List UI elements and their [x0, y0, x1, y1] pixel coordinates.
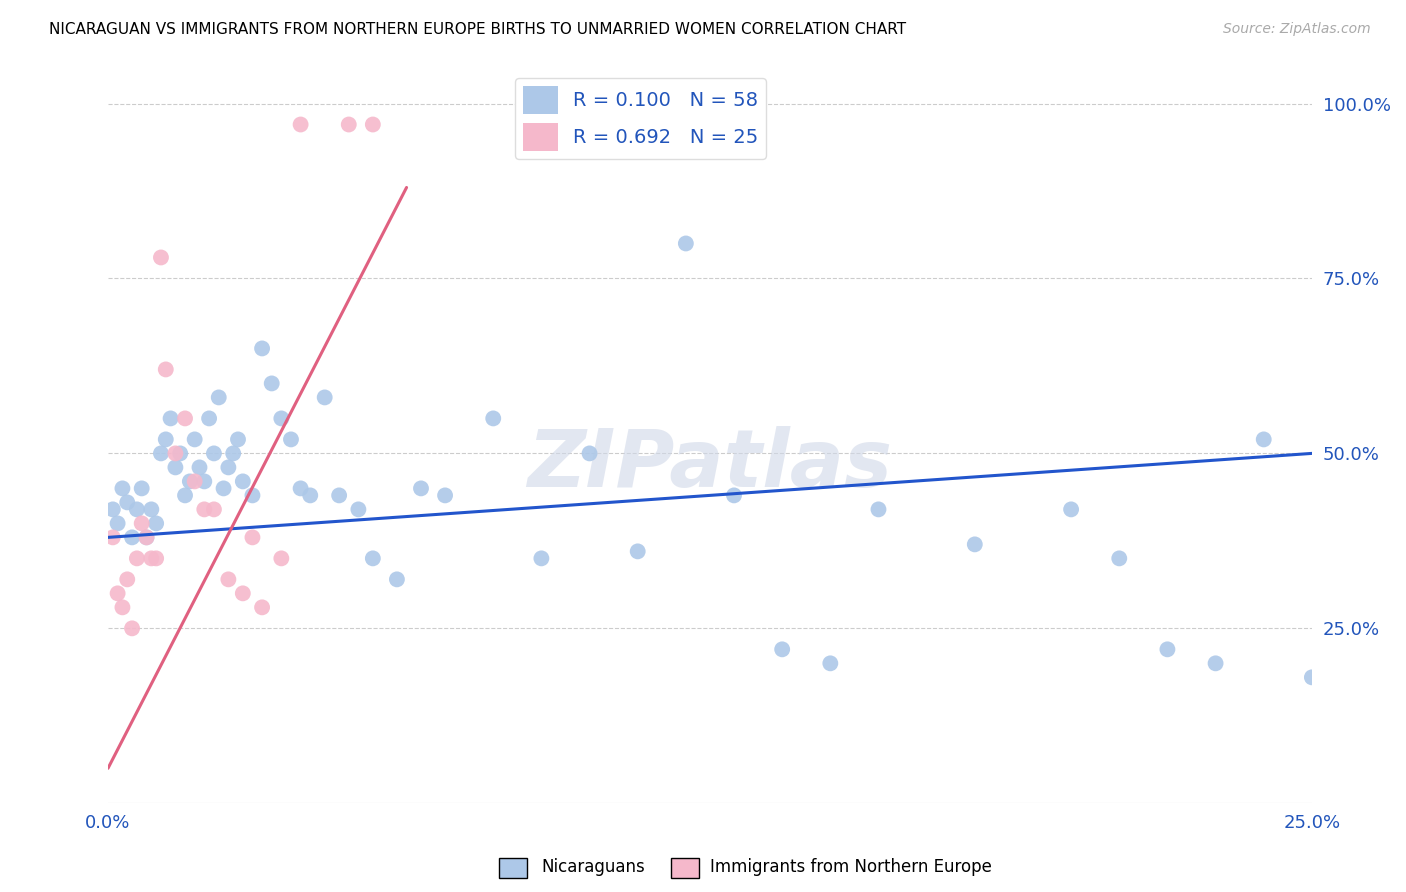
- Point: [347, 502, 370, 516]
- Point: [250, 342, 273, 356]
- Point: [198, 411, 221, 425]
- Legend: R = 0.100   N = 58, R = 0.692   N = 25: R = 0.100 N = 58, R = 0.692 N = 25: [515, 78, 766, 159]
- Point: [868, 502, 890, 516]
- Text: Source: ZipAtlas.com: Source: ZipAtlas.com: [1223, 22, 1371, 37]
- Point: [101, 530, 124, 544]
- Point: [270, 411, 292, 425]
- Point: [193, 475, 215, 489]
- Point: [482, 411, 505, 425]
- Point: [232, 475, 254, 489]
- Point: [627, 544, 650, 558]
- Text: Nicaraguans: Nicaraguans: [541, 858, 645, 876]
- Point: [578, 446, 600, 460]
- Point: [155, 433, 177, 447]
- Point: [202, 446, 225, 460]
- Point: [208, 391, 231, 405]
- Point: [131, 482, 153, 496]
- Point: [149, 251, 172, 265]
- Point: [145, 516, 167, 531]
- Point: [222, 446, 245, 460]
- Point: [1108, 551, 1130, 566]
- Point: [183, 475, 205, 489]
- Point: [117, 495, 139, 509]
- Point: [226, 433, 249, 447]
- Point: [675, 236, 697, 251]
- Point: [409, 482, 432, 496]
- Point: [1060, 502, 1083, 516]
- Point: [107, 586, 129, 600]
- Point: [963, 537, 986, 551]
- Point: [179, 475, 201, 489]
- Point: [165, 460, 187, 475]
- Point: [174, 488, 197, 502]
- Point: [165, 446, 187, 460]
- Point: [141, 551, 163, 566]
- Point: [101, 502, 124, 516]
- Point: [107, 516, 129, 531]
- Point: [290, 118, 312, 132]
- Point: [820, 657, 842, 671]
- Point: [232, 586, 254, 600]
- Point: [250, 600, 273, 615]
- Point: [121, 530, 143, 544]
- Point: [337, 118, 360, 132]
- Point: [328, 488, 350, 502]
- Text: NICARAGUAN VS IMMIGRANTS FROM NORTHERN EUROPE BIRTHS TO UNMARRIED WOMEN CORRELAT: NICARAGUAN VS IMMIGRANTS FROM NORTHERN E…: [49, 22, 907, 37]
- Point: [299, 488, 322, 502]
- Point: [121, 621, 143, 635]
- Point: [212, 482, 235, 496]
- Point: [314, 391, 336, 405]
- Point: [217, 573, 239, 587]
- Point: [188, 460, 211, 475]
- Point: [385, 573, 408, 587]
- Point: [117, 573, 139, 587]
- Point: [280, 433, 302, 447]
- Point: [159, 411, 181, 425]
- Point: [217, 460, 239, 475]
- Point: [290, 482, 312, 496]
- Point: [141, 502, 163, 516]
- Point: [183, 433, 205, 447]
- Text: Immigrants from Northern Europe: Immigrants from Northern Europe: [710, 858, 991, 876]
- Text: ZIPatlas: ZIPatlas: [527, 426, 893, 504]
- Point: [361, 551, 384, 566]
- Point: [1156, 642, 1178, 657]
- Point: [149, 446, 172, 460]
- Point: [1301, 670, 1323, 684]
- Point: [434, 488, 457, 502]
- Point: [270, 551, 292, 566]
- Point: [1253, 433, 1275, 447]
- Point: [1205, 657, 1227, 671]
- Point: [111, 482, 134, 496]
- Point: [111, 600, 134, 615]
- Point: [125, 551, 148, 566]
- Point: [530, 551, 553, 566]
- Point: [155, 362, 177, 376]
- Point: [125, 502, 148, 516]
- Point: [193, 502, 215, 516]
- Point: [242, 530, 264, 544]
- Point: [260, 376, 283, 391]
- Point: [131, 516, 153, 531]
- Point: [202, 502, 225, 516]
- Point: [169, 446, 191, 460]
- Point: [135, 530, 157, 544]
- Point: [361, 118, 384, 132]
- Point: [723, 488, 745, 502]
- Point: [770, 642, 793, 657]
- Point: [135, 530, 157, 544]
- Point: [145, 551, 167, 566]
- Point: [242, 488, 264, 502]
- Point: [174, 411, 197, 425]
